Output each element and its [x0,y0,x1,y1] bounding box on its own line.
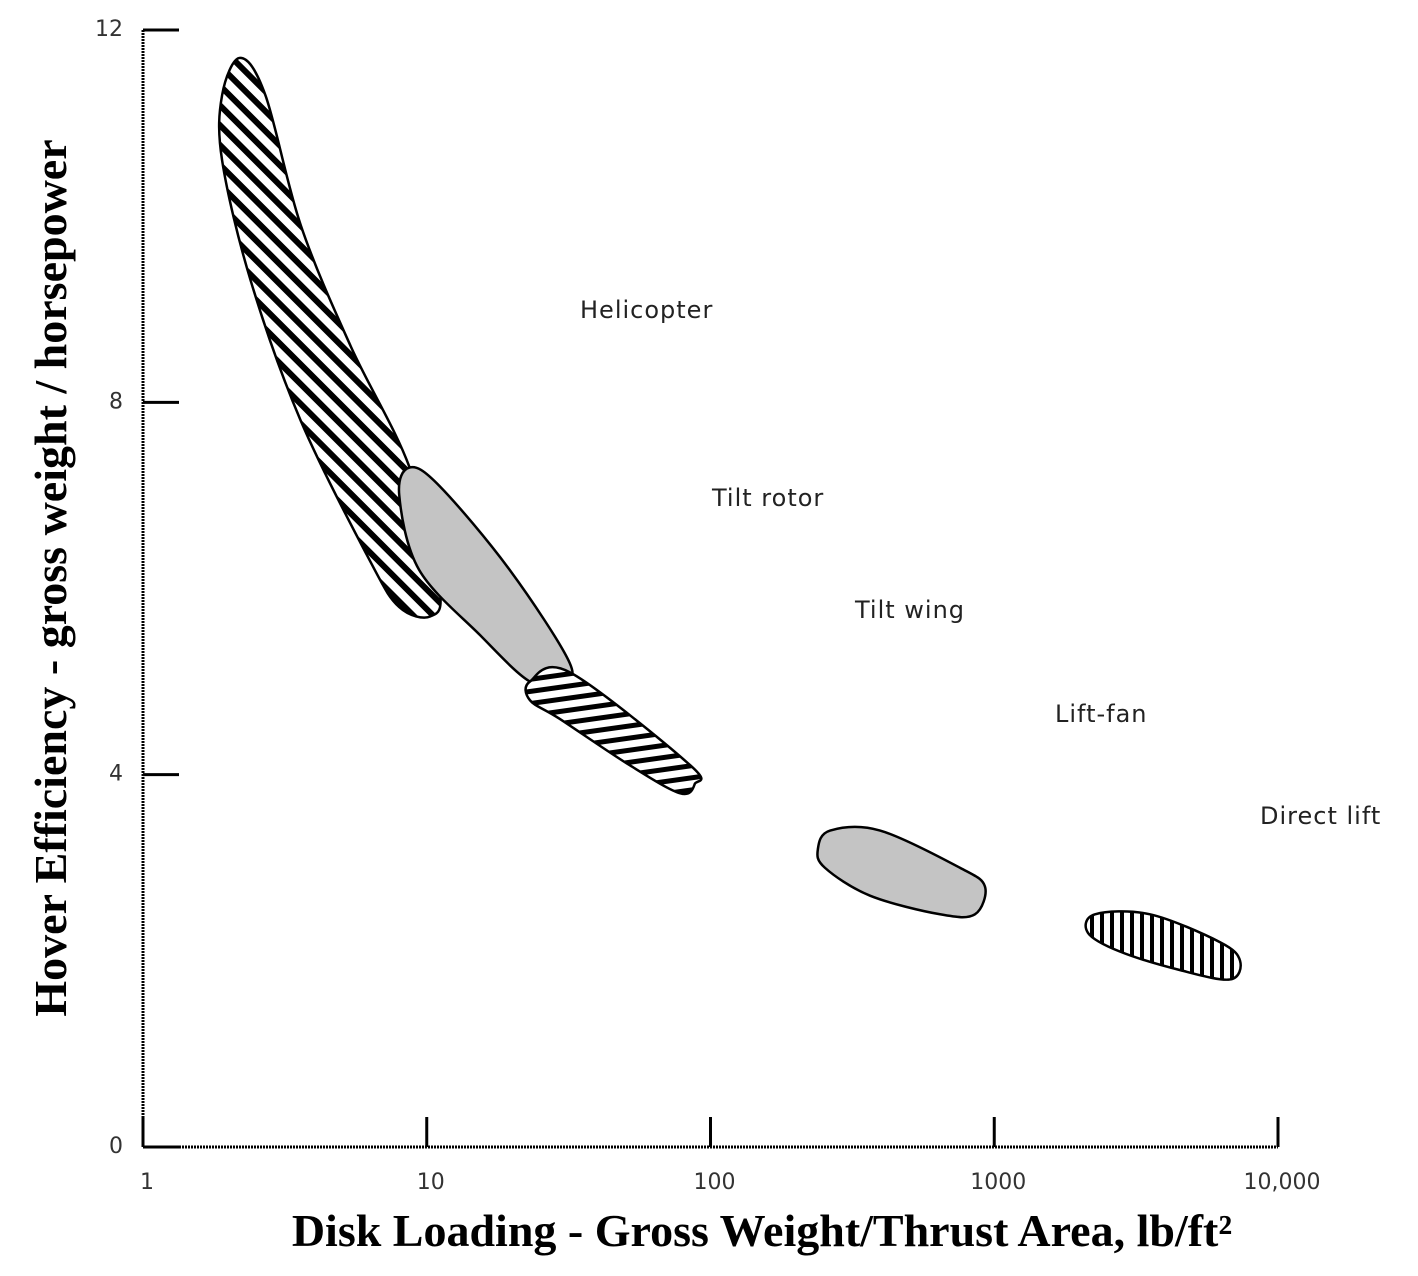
y-tick-label: 0 [109,1134,123,1159]
region [399,467,573,686]
x-tick-label: 1000 [970,1170,1026,1195]
region [817,827,985,917]
x-tick-label: 10 [417,1170,445,1195]
y-tick-label: 8 [109,389,123,414]
x-tick-label: 10,000 [1244,1170,1321,1195]
region-label: Tilt wing [854,596,965,624]
region-label: Direct lift [1260,802,1381,830]
x-tick-label: 1 [140,1170,154,1195]
region [1086,911,1241,979]
x-tick-label: 100 [694,1170,736,1195]
region-label: Tilt rotor [711,484,824,512]
x-axis-title: Disk Loading - Gross Weight/Thrust Area,… [292,1205,1232,1256]
region [526,667,702,794]
y-tick-label: 4 [109,762,123,787]
region-label: Helicopter [580,296,713,324]
chart: Disk Loading - Gross Weight/Thrust Area,… [0,0,1418,1276]
region-label: Lift-fan [1055,700,1148,728]
y-tick-label: 12 [95,17,123,42]
y-axis-title: Hover Efficiency - gross weight / horsep… [25,139,76,1016]
